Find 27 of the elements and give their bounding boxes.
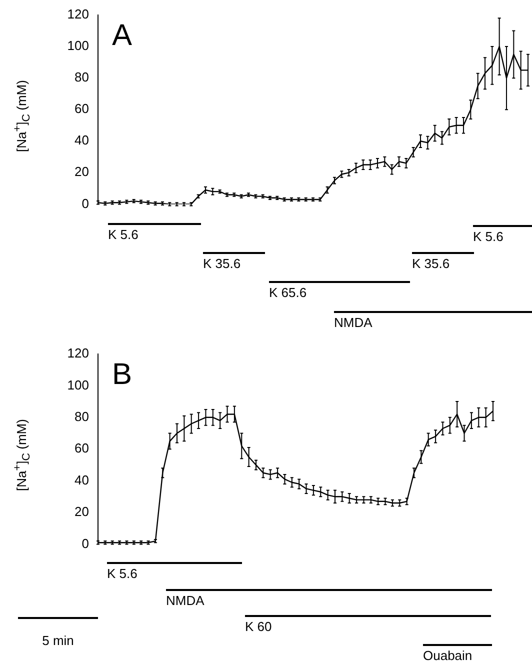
y-tick-label: 0: [82, 536, 89, 551]
text: K 60: [245, 619, 272, 634]
y-tick-label: 80: [74, 408, 89, 424]
text: K 5.6: [108, 227, 138, 242]
y-tick-label: 40: [74, 472, 89, 488]
y-tick-label: 60: [74, 101, 89, 116]
text: 5 min: [42, 633, 74, 648]
y-tick-label: 0: [82, 196, 89, 211]
chart-title: A: [112, 19, 132, 53]
y-tick-label: 120: [67, 6, 89, 22]
text: NMDA: [166, 593, 204, 608]
y-tick-label: 100: [67, 38, 89, 54]
text: Ouabain: [423, 648, 472, 663]
text: K 35.6: [203, 256, 241, 271]
chart-title: B: [112, 358, 132, 392]
y-tick-label: 40: [74, 132, 89, 148]
y-tick-label: 60: [74, 440, 89, 456]
y-tick-label: 20: [74, 164, 89, 180]
y-tick-label: 20: [74, 504, 89, 520]
text: K 5.6: [473, 229, 504, 244]
text: K 5.6: [107, 566, 138, 581]
text: NMDA: [334, 315, 372, 330]
text: K 35.6: [412, 256, 450, 271]
y-tick-label: 120: [67, 346, 89, 361]
y-tick-label: 100: [67, 377, 89, 392]
text: K 65.6: [269, 285, 307, 300]
y-tick-label: 80: [74, 70, 89, 85]
